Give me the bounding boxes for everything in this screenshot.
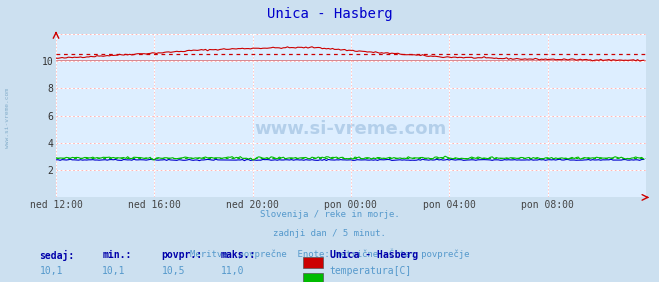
- Text: 10,1: 10,1: [40, 266, 63, 276]
- Text: povpr.:: povpr.:: [161, 250, 202, 259]
- Text: 10,5: 10,5: [161, 266, 185, 276]
- Text: temperatura[C]: temperatura[C]: [330, 266, 412, 276]
- Text: Meritve: povprečne  Enote: metrične  Črta: povprečje: Meritve: povprečne Enote: metrične Črta:…: [190, 248, 469, 259]
- Text: maks.:: maks.:: [221, 250, 256, 259]
- Text: Slovenija / reke in morje.: Slovenija / reke in morje.: [260, 210, 399, 219]
- Text: www.si-vreme.com: www.si-vreme.com: [255, 120, 447, 138]
- Text: Unica - Hasberg: Unica - Hasberg: [330, 250, 418, 260]
- Text: min.:: min.:: [102, 250, 132, 259]
- Text: 11,0: 11,0: [221, 266, 244, 276]
- Text: 10,1: 10,1: [102, 266, 126, 276]
- Text: sedaj:: sedaj:: [40, 250, 74, 261]
- Text: www.si-vreme.com: www.si-vreme.com: [5, 89, 11, 148]
- Text: zadnji dan / 5 minut.: zadnji dan / 5 minut.: [273, 229, 386, 238]
- Text: Unica - Hasberg: Unica - Hasberg: [267, 7, 392, 21]
